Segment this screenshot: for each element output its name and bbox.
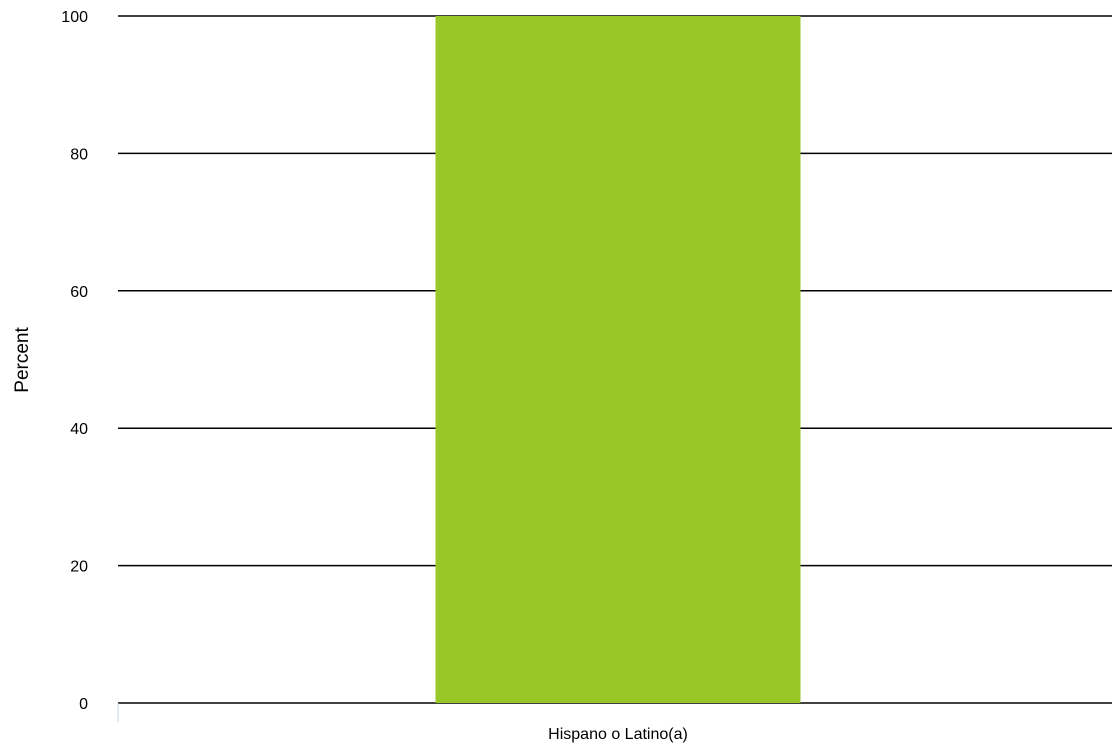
y-tick-label: 80 — [70, 146, 88, 163]
y-tick-label: 60 — [70, 284, 88, 301]
x-axis-category-labels: Hispano o Latino(a) — [548, 726, 688, 743]
bars — [435, 16, 801, 703]
y-tick-label: 20 — [70, 559, 88, 576]
y-axis-tick-labels: 0 20 40 60 80 100 — [61, 9, 88, 713]
y-tick-label: 0 — [79, 696, 88, 713]
bar — [435, 16, 801, 703]
y-tick-label: 100 — [61, 9, 88, 26]
y-axis-title: Percent — [12, 327, 33, 393]
x-category-label: Hispano o Latino(a) — [548, 726, 688, 743]
y-tick-label: 40 — [70, 421, 88, 438]
